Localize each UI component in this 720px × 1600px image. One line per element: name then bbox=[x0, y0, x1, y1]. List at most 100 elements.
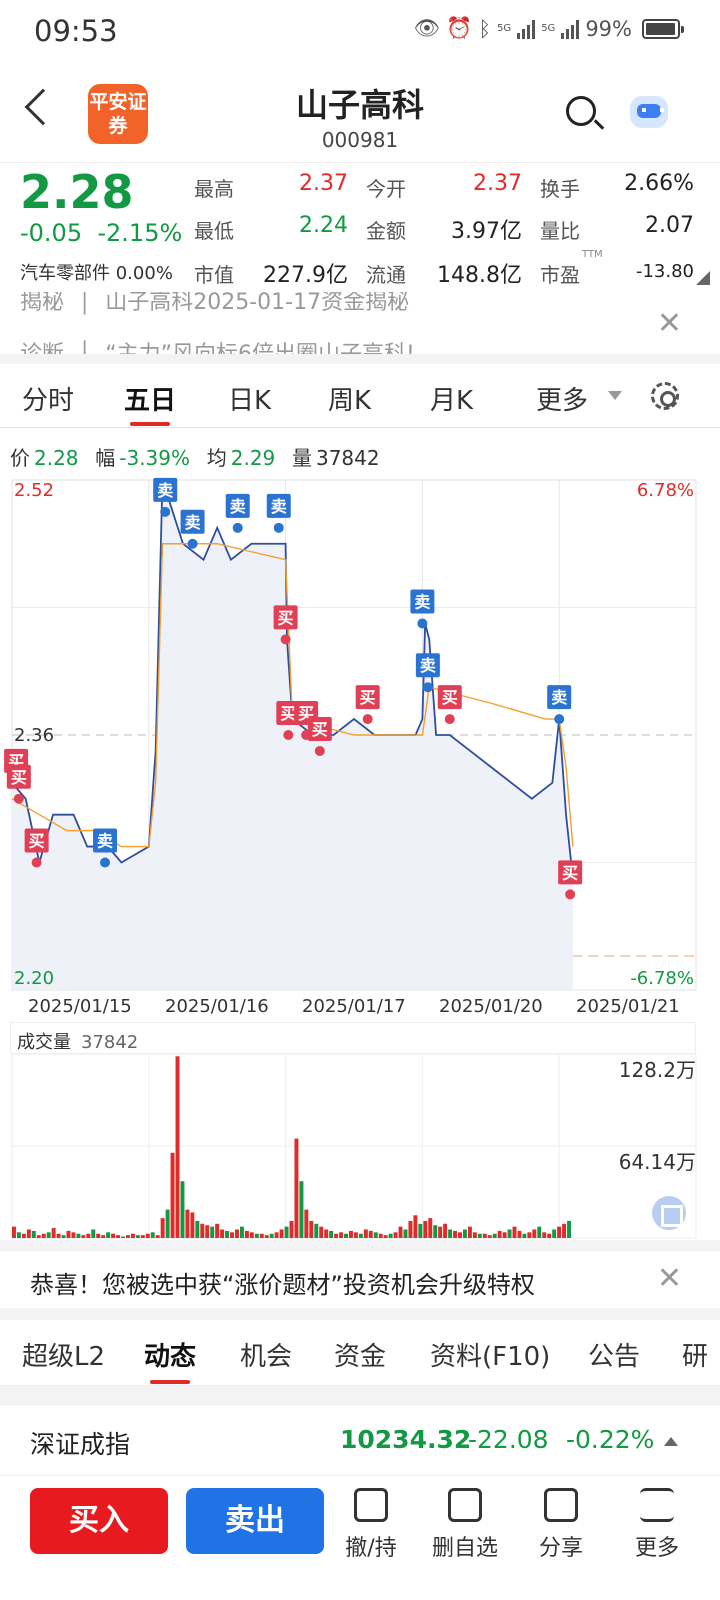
volume-bar bbox=[557, 1226, 562, 1238]
divider bbox=[0, 1308, 720, 1320]
robot-assistant-icon[interactable] bbox=[630, 96, 668, 128]
signal-icon bbox=[561, 19, 580, 39]
chevron-down-icon[interactable] bbox=[608, 391, 622, 400]
ratio-value: 2.07 bbox=[645, 213, 694, 238]
tab-weekly-k[interactable]: 周K bbox=[328, 386, 372, 416]
remove-watchlist-button[interactable]: 删自选 bbox=[420, 1488, 510, 1562]
volume-bar bbox=[388, 1233, 393, 1238]
volume-bar bbox=[507, 1229, 512, 1238]
tab-more[interactable]: 更多 bbox=[536, 386, 589, 416]
battery-percent: 99% bbox=[585, 16, 632, 41]
cap-value: 227.9亿 bbox=[263, 263, 348, 288]
buy-marker-box bbox=[558, 860, 583, 885]
sell-marker-box bbox=[153, 477, 178, 502]
x-tick-label: 2025/01/15 bbox=[28, 996, 132, 1017]
fullscreen-icon[interactable] bbox=[652, 1196, 686, 1230]
share-button[interactable]: 分享 bbox=[516, 1488, 606, 1562]
volume-bar bbox=[121, 1236, 125, 1238]
buy-marker-label: 买 bbox=[442, 688, 458, 707]
volume-bar bbox=[433, 1225, 438, 1238]
pe-value: -13.80 bbox=[635, 261, 694, 282]
volume-bar bbox=[467, 1226, 472, 1238]
volume-bar bbox=[289, 1220, 294, 1238]
index-name: 深证成指 bbox=[30, 1430, 131, 1459]
buy-marker bbox=[280, 634, 291, 645]
promo-text[interactable]: 恭喜！您被选中获“涨价题材”投资机会升级特权 bbox=[30, 1271, 535, 1299]
broker-logo[interactable]: 平安证券 bbox=[88, 84, 148, 144]
volume-chart[interactable] bbox=[0, 1054, 720, 1240]
cap-label: 市值 bbox=[194, 263, 234, 287]
tab-f10[interactable]: 资料(F10) bbox=[430, 1342, 551, 1372]
volume-header: 成交量 37842 bbox=[10, 1022, 696, 1054]
tab-capital[interactable]: 资金 bbox=[334, 1342, 387, 1372]
buy-marker-box bbox=[307, 716, 332, 741]
volume-bar bbox=[462, 1229, 467, 1238]
amount-label: 金额 bbox=[366, 219, 406, 243]
float-label: 流通 bbox=[366, 263, 406, 287]
high-value: 2.37 bbox=[299, 171, 348, 196]
tab-news-feed[interactable]: 动态 bbox=[144, 1336, 196, 1384]
volume-bar bbox=[36, 1235, 41, 1238]
volume-bar bbox=[125, 1235, 130, 1238]
x-tick-label: 2025/01/20 bbox=[439, 996, 543, 1017]
net-label-2: 5G bbox=[541, 23, 556, 34]
news-ticker[interactable]: 揭秘 │ 山子高科2025-01-17资金揭秘 诊断 │ “主力”风向标6倍出圈… bbox=[0, 292, 720, 354]
tab-daily-k[interactable]: 日K bbox=[228, 386, 272, 416]
float-value: 148.8亿 bbox=[437, 263, 522, 288]
buy-marker bbox=[283, 730, 294, 740]
close-icon[interactable]: ✕ bbox=[656, 1261, 682, 1296]
index-ticker[interactable]: 深证成指 10234.32 -22.08 -0.22% bbox=[0, 1404, 720, 1476]
settings-gear-icon[interactable] bbox=[651, 382, 679, 410]
more-button[interactable]: 更多 bbox=[612, 1488, 702, 1562]
sell-marker-label: 卖 bbox=[420, 656, 436, 675]
volume-bar bbox=[393, 1232, 398, 1238]
volume-bar bbox=[339, 1232, 344, 1238]
sell-button[interactable]: 卖出 bbox=[186, 1488, 324, 1554]
volume-bar bbox=[363, 1229, 368, 1238]
news-item[interactable]: 诊断 │ “主力”风向标6倍出圈山子高科! bbox=[20, 336, 415, 354]
quote-panel: 2.28 -0.05 -2.15% 汽车零部件 0.00% 最高 2.37 最低… bbox=[0, 162, 720, 292]
volume-bar bbox=[378, 1233, 383, 1238]
volume-bar bbox=[319, 1226, 324, 1238]
expand-corner-icon[interactable] bbox=[696, 271, 710, 285]
tab-intraday[interactable]: 分时 bbox=[22, 386, 75, 416]
search-icon[interactable] bbox=[566, 96, 596, 126]
close-icon[interactable]: ✕ bbox=[656, 306, 682, 341]
volume-bar bbox=[41, 1233, 46, 1238]
volume-bar bbox=[106, 1232, 111, 1238]
volume-bar bbox=[66, 1230, 71, 1238]
volume-bar bbox=[522, 1233, 527, 1238]
cancel-hold-button[interactable]: 撤/持 bbox=[326, 1488, 416, 1562]
volume-bar bbox=[547, 1233, 552, 1238]
tab-opportunity[interactable]: 机会 bbox=[240, 1342, 293, 1372]
tab-level2[interactable]: 超级L2 bbox=[22, 1342, 106, 1372]
volume-bar bbox=[254, 1233, 259, 1238]
volume-bar bbox=[155, 1235, 160, 1238]
volume-bar bbox=[21, 1233, 26, 1238]
current-price: 2.28 bbox=[20, 165, 134, 219]
tab-five-day[interactable]: 五日 bbox=[124, 380, 176, 426]
tab-announcements[interactable]: 公告 bbox=[588, 1342, 641, 1372]
sector-info[interactable]: 汽车零部件 0.00% bbox=[20, 263, 173, 284]
stock-header: 平安证券 山子高科 000981 bbox=[0, 66, 720, 162]
chevron-up-icon[interactable] bbox=[664, 1437, 678, 1446]
volume-bar bbox=[200, 1223, 205, 1238]
volume-bar bbox=[537, 1226, 542, 1238]
volume-bar bbox=[334, 1233, 339, 1238]
news-item[interactable]: 揭秘 │ 山子高科2025-01-17资金揭秘 bbox=[20, 292, 410, 315]
volume-bar bbox=[552, 1229, 557, 1238]
battery-icon bbox=[642, 18, 684, 39]
buy-marker bbox=[565, 889, 576, 900]
promo-banner[interactable]: 恭喜！您被选中获“涨价题材”投资机会升级特权 ✕ bbox=[0, 1250, 720, 1308]
volume-bar bbox=[284, 1226, 289, 1238]
share-icon bbox=[544, 1488, 578, 1522]
tab-monthly-k[interactable]: 月K bbox=[430, 386, 474, 416]
volume-bar bbox=[542, 1232, 547, 1238]
stock-code: 000981 bbox=[321, 128, 399, 152]
volume-bar bbox=[81, 1235, 86, 1238]
volume-bar bbox=[453, 1230, 458, 1238]
tab-research[interactable]: 研 bbox=[682, 1342, 709, 1372]
sell-marker-box bbox=[93, 828, 118, 853]
buy-button[interactable]: 买入 bbox=[30, 1488, 168, 1554]
